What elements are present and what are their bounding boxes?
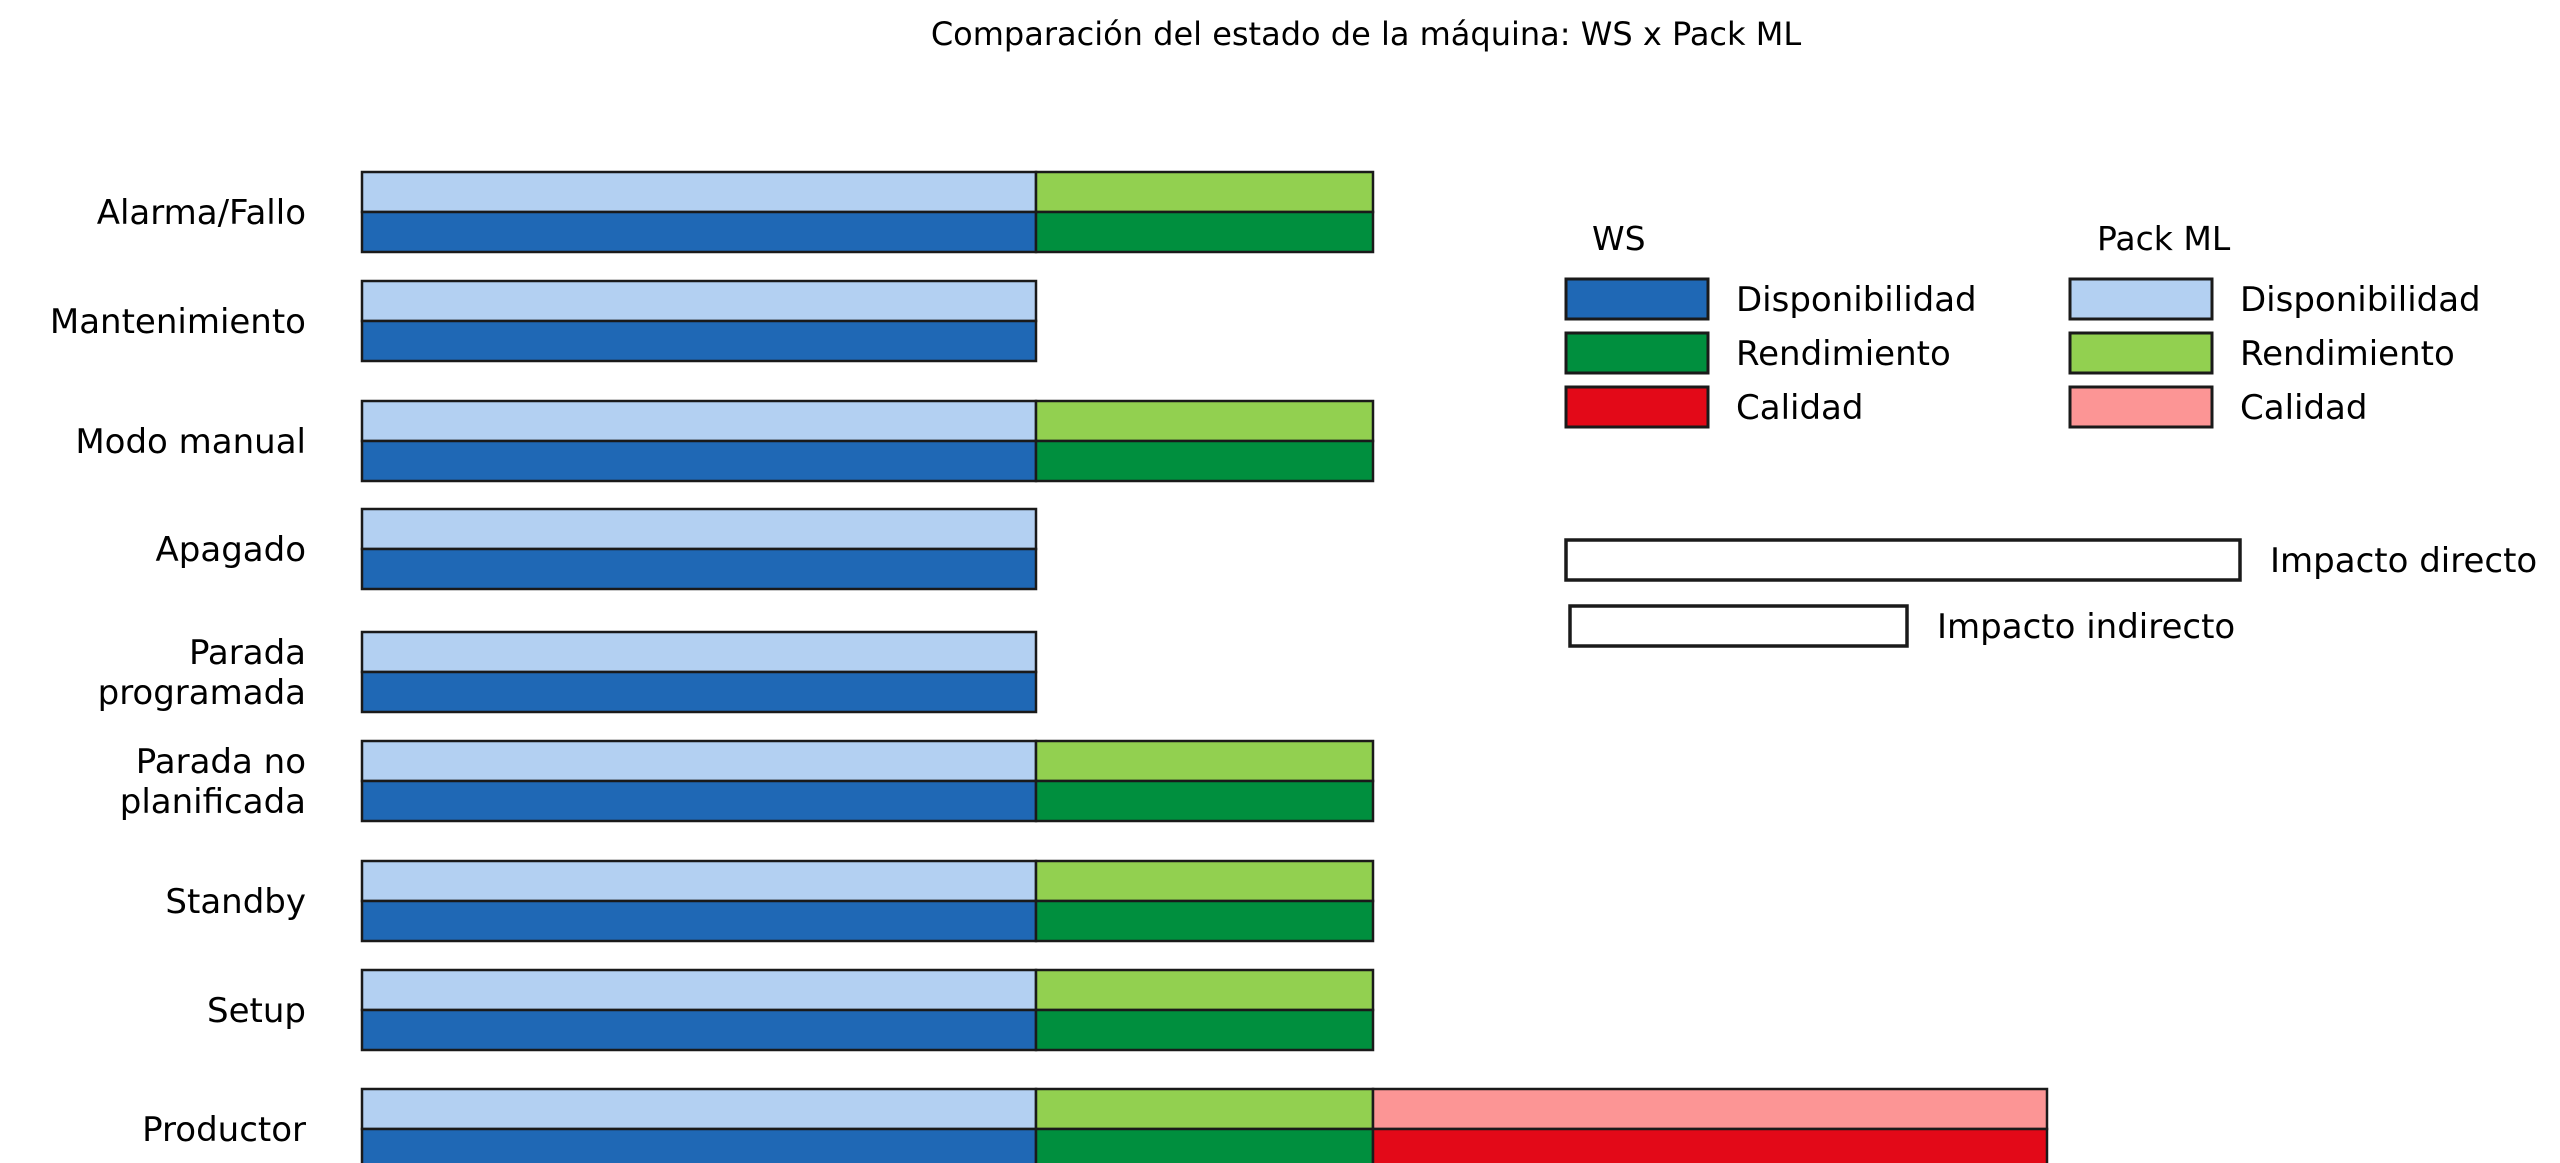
category-label: Parada no [136,742,306,782]
bar-pack-ml-rendimiento-2 [1034,399,1375,443]
bar-pack-ml-disponibilidad-1 [360,279,1038,323]
bar-pack-ml-disponibilidad-3 [360,507,1038,551]
legend-title-ws: WS [1592,219,1646,258]
category-label: Standby [165,882,306,922]
category-label: Mantenimiento [50,302,306,342]
bar-ws-disponibilidad-5 [360,779,1038,823]
bar-ws-disponibilidad-8 [360,1127,1038,1163]
legend-title-pack-ml: Pack ML [2097,219,2231,258]
legend-swatch-ws-calidad [1564,385,1710,429]
bar-pack-ml-disponibilidad-2 [360,399,1038,443]
bar-pack-ml-calidad-8 [1371,1087,2049,1131]
bar-pack-ml-rendimiento-7 [1034,968,1375,1012]
category-label: Modo manual [75,422,306,462]
category-label: Parada [189,633,306,673]
legend-swatch-pack-ml-calidad [2068,385,2214,429]
legend-swatch-ws-disponibilidad [1564,277,1710,321]
bar-pack-ml-disponibilidad-5 [360,739,1038,783]
bar-pack-ml-disponibilidad-7 [360,968,1038,1012]
bar-ws-rendimiento-5 [1034,779,1375,823]
chart-title: Comparación del estado de la máquina: WS… [931,15,1802,53]
legend: WS Disponibilidad Rendimiento Calidad Pack M… [1564,219,2537,648]
bar-ws-disponibilidad-6 [360,899,1038,943]
bar-ws-rendimiento-7 [1034,1008,1375,1052]
category-label: Apagado [156,530,306,570]
bar-ws-rendimiento-2 [1034,439,1375,483]
category-label: Alarma/Fallo [97,193,306,233]
bar-pack-ml-rendimiento-6 [1034,859,1375,903]
bar-ws-disponibilidad-1 [360,319,1038,363]
bar-pack-ml-disponibilidad-8 [360,1087,1038,1131]
impact-label: Impacto directo [2270,541,2537,581]
bar-pack-ml-rendimiento-0 [1034,170,1375,214]
legend-label: Calidad [1736,388,1863,428]
bar-ws-disponibilidad-7 [360,1008,1038,1052]
bar-pack-ml-disponibilidad-6 [360,859,1038,903]
bar-ws-calidad-8 [1371,1127,2049,1163]
legend-swatch-pack-ml-disponibilidad [2068,277,2214,321]
legend-swatch-ws-rendimiento [1564,331,1710,375]
legend-label: Disponibilidad [2240,280,2481,320]
bar-ws-rendimiento-6 [1034,899,1375,943]
bar-pack-ml-rendimiento-5 [1034,739,1375,783]
category-labels: Alarma/Fallo Mantenimiento Modo manual Apag… [50,193,306,1150]
bar-ws-disponibilidad-0 [360,210,1038,254]
bar-ws-disponibilidad-4 [360,670,1038,714]
impact-box-impacto-directo [1564,538,2242,582]
bar-ws-disponibilidad-2 [360,439,1038,483]
impact-box-impacto-indirecto [1568,604,1909,648]
legend-label: Rendimiento [2240,334,2455,374]
category-label: Productor [142,1110,306,1150]
impact-label: Impacto indirecto [1937,607,2235,647]
legend-label: Disponibilidad [1736,280,1977,320]
bar-ws-rendimiento-8 [1034,1127,1375,1163]
bar-ws-rendimiento-0 [1034,210,1375,254]
legend-label: Rendimiento [1736,334,1951,374]
bar-ws-disponibilidad-3 [360,547,1038,591]
bar-pack-ml-disponibilidad-0 [360,170,1038,214]
category-label: programada [98,673,306,713]
category-label: planificada [120,782,306,822]
legend-swatch-pack-ml-rendimiento [2068,331,2214,375]
bars [360,170,2049,1163]
bar-pack-ml-disponibilidad-4 [360,630,1038,674]
category-label: Setup [207,991,306,1031]
legend-label: Calidad [2240,388,2367,428]
bar-pack-ml-rendimiento-8 [1034,1087,1375,1131]
